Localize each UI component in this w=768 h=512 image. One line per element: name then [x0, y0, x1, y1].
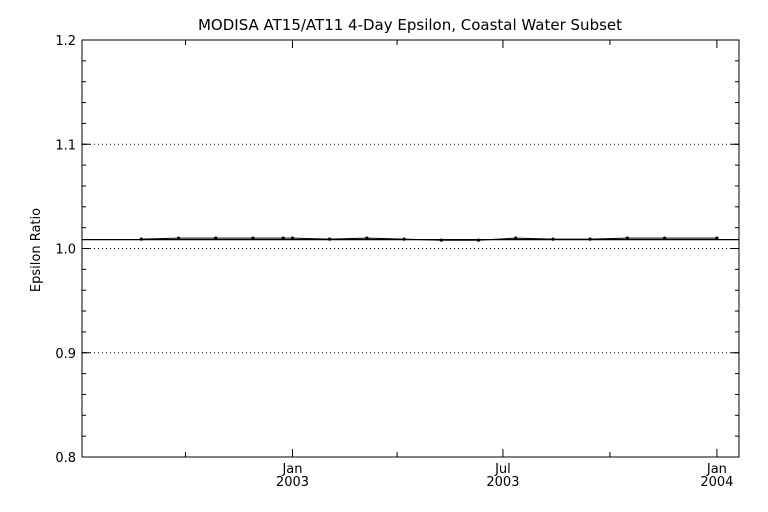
x-tick-month: Jan — [706, 462, 727, 477]
x-tick-month: Jul — [494, 462, 511, 477]
data-point — [251, 236, 255, 240]
x-tick-year: 2003 — [486, 475, 519, 490]
data-point — [662, 236, 667, 240]
data-point — [625, 236, 629, 240]
y-tick-label: 0.8 — [55, 451, 76, 466]
data-point — [476, 238, 481, 242]
y-tick-label: 1.1 — [55, 138, 76, 153]
y-axis: 0.8 0.9 1.0 1.1 1.2 — [55, 34, 739, 466]
data-point — [290, 236, 295, 240]
data-point — [365, 236, 369, 240]
data-point — [176, 236, 181, 240]
gridlines — [82, 143, 739, 354]
data-point — [551, 237, 555, 241]
series-group — [139, 236, 719, 242]
data-point — [139, 237, 143, 241]
data-point — [402, 237, 406, 241]
data-point — [328, 237, 332, 241]
data-point — [588, 237, 592, 241]
data-point — [715, 236, 719, 240]
x-tick-month: Jan — [281, 462, 302, 477]
data-point — [514, 236, 518, 240]
data-point — [281, 236, 285, 240]
chart-title: MODISA AT15/AT11 4-Day Epsilon, Coastal … — [198, 16, 622, 34]
data-point — [439, 238, 443, 242]
y-tick-label: 0.9 — [55, 347, 76, 362]
x-tick-year: 2003 — [276, 475, 309, 490]
y-axis-label: Epsilon Ratio — [29, 208, 44, 292]
y-tick-label: 1.2 — [55, 34, 76, 49]
x-tick-year: 2004 — [700, 475, 733, 490]
y-tick-label: 1.0 — [55, 243, 76, 258]
data-point — [214, 236, 218, 240]
